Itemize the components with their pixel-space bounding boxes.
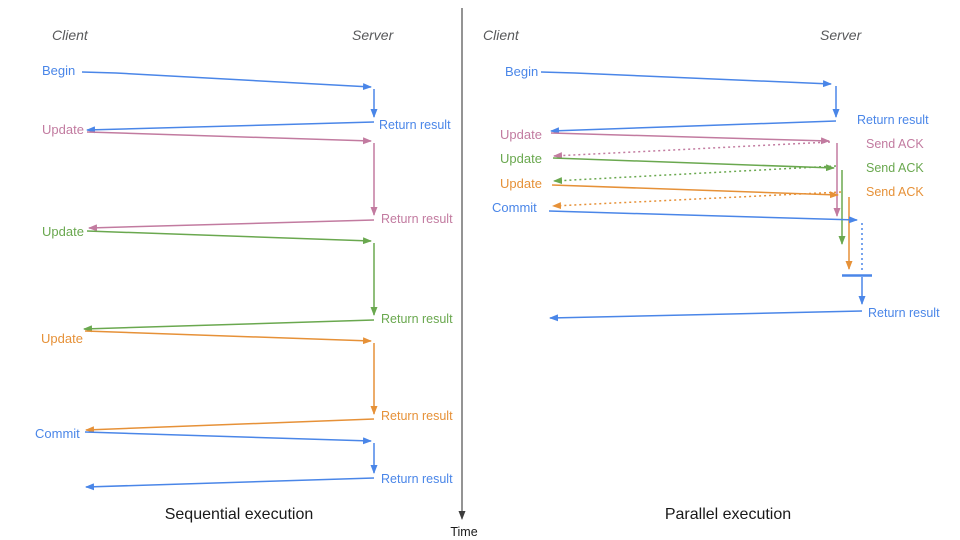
right-update-1-request [550, 132, 830, 145]
left-begin-label: Begin [42, 63, 75, 78]
left-commit-request [84, 431, 372, 445]
right-update-2-label: Update [500, 151, 542, 166]
right-return-result-1: Return result [857, 113, 929, 127]
left-update-1-request [86, 131, 372, 145]
right-update-3-label: Update [500, 176, 542, 191]
left-return-result-1: Return result [379, 118, 451, 132]
left-return-result-3: Return result [381, 312, 453, 326]
right-return-1-line [550, 120, 837, 135]
left-return-4-line [85, 418, 375, 434]
left-return-5-line [85, 477, 375, 491]
right-commit-request [548, 210, 858, 224]
right-commit-label: Commit [492, 200, 537, 215]
left-return-result-5: Return result [381, 472, 453, 486]
left-begin-request [81, 71, 372, 91]
time-label: Time [450, 525, 477, 539]
left-update-1-label: Update [42, 122, 84, 137]
left-update-2-request [86, 230, 372, 245]
right-begin-request [540, 71, 832, 88]
right-return-2-line [549, 310, 863, 322]
right-ack-2-line [553, 165, 837, 185]
left-return-1-line [86, 121, 375, 134]
left-commit-label: Commit [35, 426, 80, 441]
left-caption: Sequential execution [165, 506, 314, 523]
left-return-result-2: Return result [381, 212, 453, 226]
left-return-3-line [83, 319, 375, 333]
right-ack-1-line [553, 141, 831, 160]
right-send-ack-1: Send ACK [866, 137, 924, 151]
left-client-header: Client [52, 27, 89, 43]
right-update-3-request [551, 184, 839, 199]
left-update-2-label: Update [42, 224, 84, 239]
right-update-2-request [552, 157, 835, 172]
right-begin-label: Begin [505, 64, 538, 79]
left-update-3-request [84, 330, 372, 345]
right-send-ack-3: Send ACK [866, 185, 924, 199]
left-update-3-label: Update [41, 331, 83, 346]
right-update-1-label: Update [500, 127, 542, 142]
left-server-header: Server [352, 27, 395, 43]
right-send-ack-2: Send ACK [866, 161, 924, 175]
left-return-2-line [88, 219, 375, 232]
right-server-header: Server [820, 27, 863, 43]
right-caption: Parallel execution [665, 506, 791, 523]
right-client-header: Client [483, 27, 520, 43]
right-ack-3-line [552, 191, 842, 210]
right-return-result-2: Return result [868, 306, 940, 320]
left-return-result-4: Return result [381, 409, 453, 423]
